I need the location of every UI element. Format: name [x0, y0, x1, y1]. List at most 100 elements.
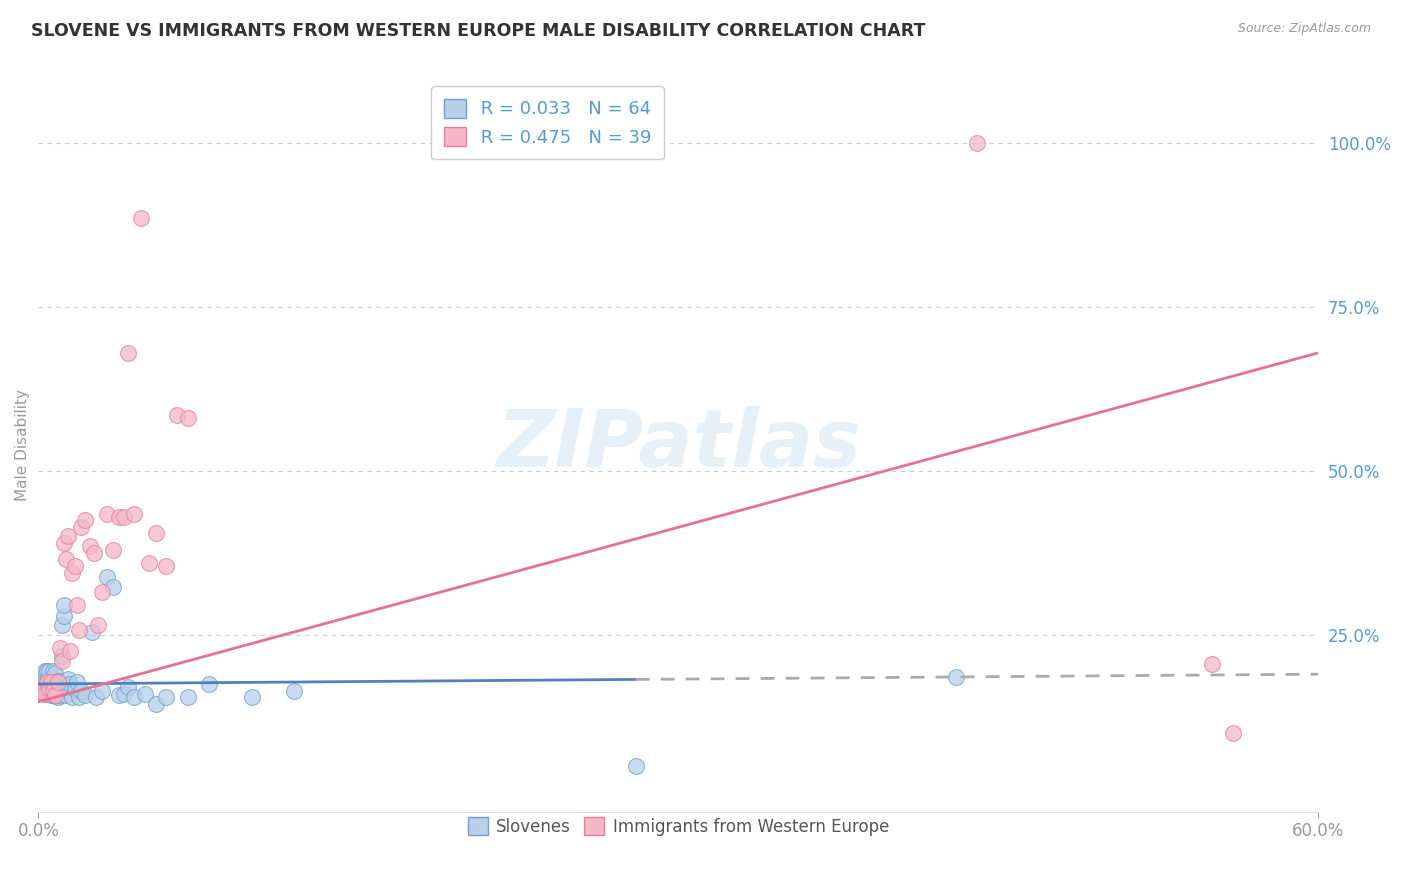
Point	[30, 683, 52, 698]
Point	[96, 507, 118, 521]
Point	[155, 558, 177, 573]
Point	[58, 529, 80, 543]
Point	[30, 677, 52, 691]
Point	[83, 546, 105, 560]
Point	[31, 670, 53, 684]
Point	[35, 675, 58, 690]
Point	[46, 675, 69, 690]
Point	[124, 690, 146, 705]
Point	[108, 509, 131, 524]
Point	[283, 683, 305, 698]
Point	[48, 640, 70, 655]
Point	[79, 539, 101, 553]
Text: SLOVENE VS IMMIGRANTS FROM WESTERN EUROPE MALE DISABILITY CORRELATION CHART: SLOVENE VS IMMIGRANTS FROM WESTERN EUROP…	[31, 22, 925, 40]
Point	[63, 681, 86, 696]
Point	[42, 688, 65, 702]
Point	[62, 566, 84, 580]
Point	[624, 759, 647, 773]
Point	[39, 675, 62, 690]
Point	[59, 677, 82, 691]
Point	[46, 690, 69, 705]
Point	[39, 688, 62, 702]
Point	[75, 513, 97, 527]
Point	[48, 675, 70, 690]
Point	[117, 346, 139, 360]
Point	[129, 211, 152, 226]
Point	[34, 687, 56, 701]
Point	[966, 136, 988, 150]
Point	[51, 648, 73, 663]
Point	[67, 623, 90, 637]
Point	[66, 675, 89, 690]
Point	[198, 677, 221, 691]
Point	[55, 552, 77, 566]
Text: ZIPatlas: ZIPatlas	[496, 406, 860, 483]
Point	[63, 558, 86, 573]
Point	[34, 687, 56, 701]
Point	[80, 624, 103, 639]
Point	[35, 664, 58, 678]
Point	[101, 580, 124, 594]
Point	[44, 675, 66, 690]
Point	[108, 688, 131, 702]
Point	[52, 609, 75, 624]
Point	[51, 654, 73, 668]
Point	[42, 673, 65, 687]
Point	[67, 690, 90, 705]
Point	[84, 690, 107, 705]
Point	[62, 690, 84, 705]
Point	[138, 556, 160, 570]
Point	[31, 680, 53, 694]
Point	[38, 664, 60, 678]
Point	[166, 408, 188, 422]
Point	[112, 687, 135, 701]
Point	[91, 683, 114, 698]
Point	[96, 570, 118, 584]
Point	[75, 688, 97, 702]
Point	[31, 677, 53, 691]
Point	[145, 526, 167, 541]
Point	[945, 670, 967, 684]
Point	[70, 519, 93, 533]
Point	[48, 688, 70, 702]
Point	[38, 681, 60, 696]
Point	[101, 542, 124, 557]
Point	[58, 673, 80, 687]
Point	[38, 687, 60, 701]
Point	[155, 690, 177, 705]
Point	[134, 687, 156, 701]
Point	[42, 664, 65, 678]
Point	[66, 599, 89, 613]
Point	[91, 585, 114, 599]
Point	[59, 644, 82, 658]
Point	[35, 675, 58, 690]
Point	[48, 681, 70, 696]
Point	[145, 697, 167, 711]
Point	[44, 689, 66, 703]
Point	[39, 681, 62, 696]
Point	[38, 680, 60, 694]
Point	[52, 536, 75, 550]
Point	[70, 683, 93, 698]
Point	[44, 681, 66, 696]
Point	[51, 618, 73, 632]
Point	[44, 665, 66, 680]
Point	[42, 680, 65, 694]
Point	[34, 673, 56, 688]
Point	[46, 681, 69, 696]
Point	[38, 673, 60, 687]
Point	[1222, 726, 1244, 740]
Point	[1201, 657, 1223, 672]
Point	[34, 664, 56, 678]
Point	[87, 618, 110, 632]
Point	[55, 688, 77, 702]
Point	[124, 507, 146, 521]
Point	[52, 599, 75, 613]
Point	[35, 683, 58, 698]
Point	[176, 690, 198, 705]
Legend: Slovenes, Immigrants from Western Europe: Slovenes, Immigrants from Western Europe	[460, 809, 897, 844]
Point	[112, 509, 135, 524]
Point	[34, 680, 56, 694]
Y-axis label: Male Disability: Male Disability	[15, 389, 30, 500]
Point	[117, 680, 139, 694]
